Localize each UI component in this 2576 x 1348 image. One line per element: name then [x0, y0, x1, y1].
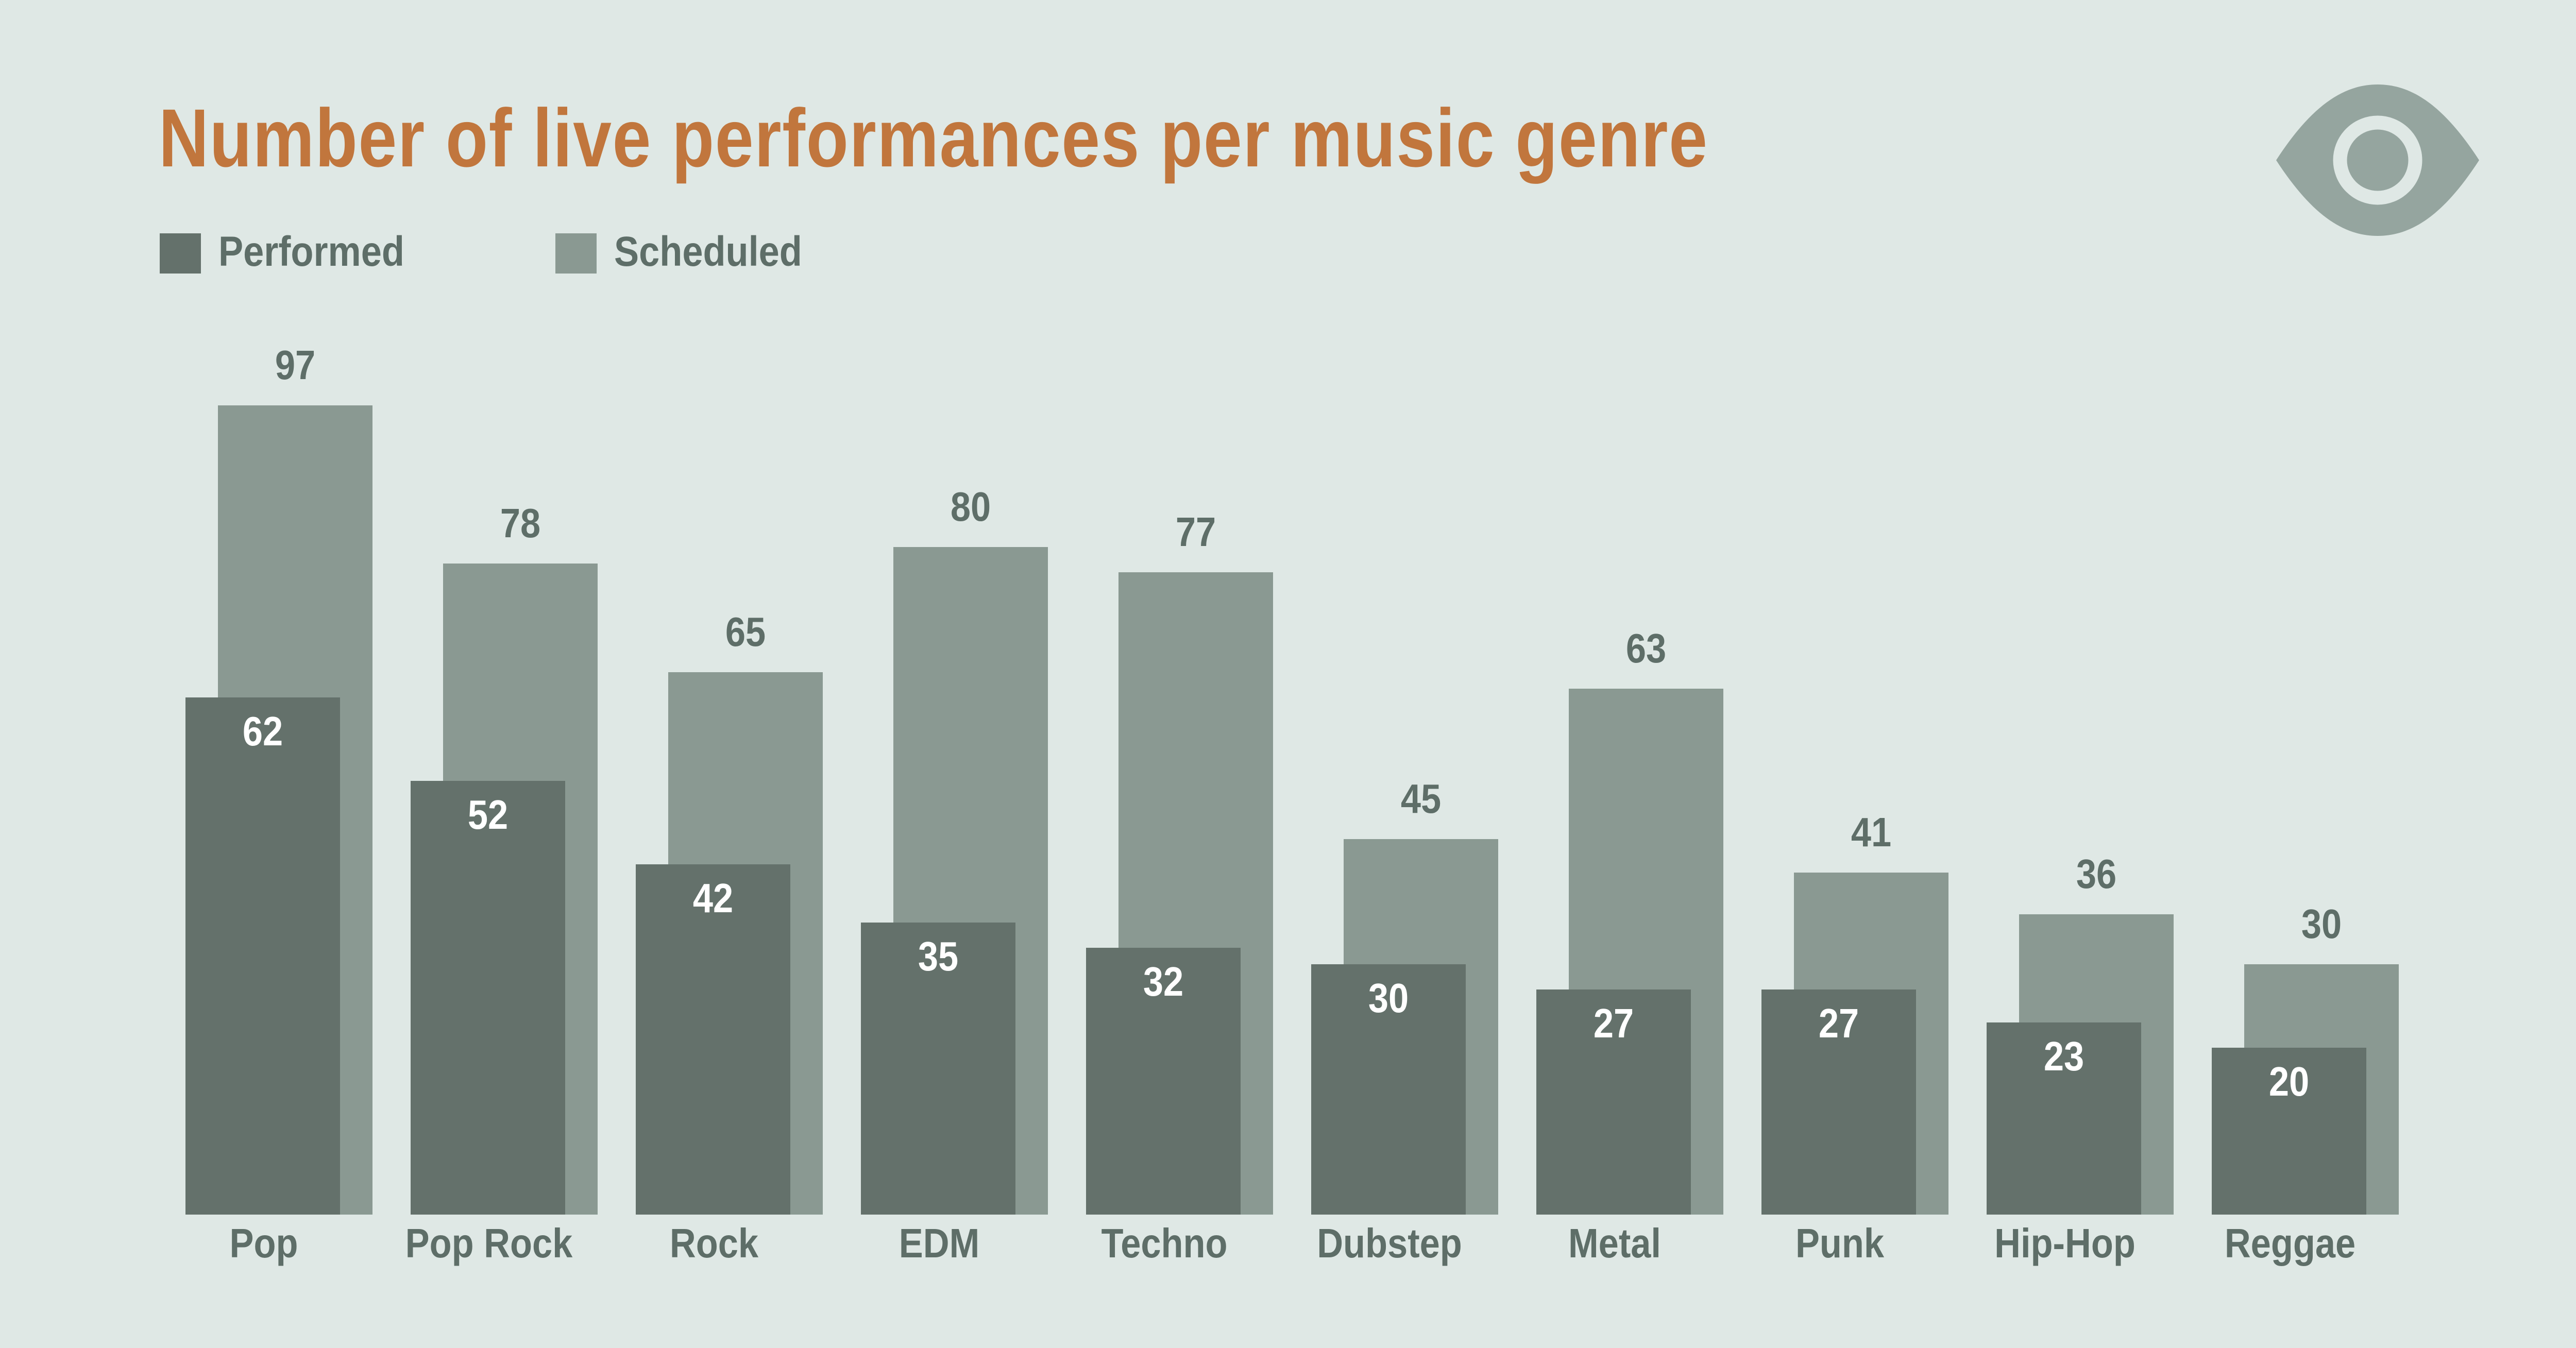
scheduled-value-label: 77	[1175, 509, 1216, 555]
performed-value-label: 62	[242, 708, 283, 754]
legend-label-performed: Performed	[218, 228, 404, 275]
scheduled-value-label: 97	[275, 342, 316, 388]
performed-bar	[185, 697, 340, 1215]
scheduled-value-label: 36	[2076, 851, 2117, 897]
performed-value-label: 27	[1593, 1000, 1634, 1046]
performed-bar	[1086, 948, 1241, 1215]
category-label: EDM	[899, 1220, 980, 1266]
scheduled-value-label: 80	[950, 484, 991, 530]
performed-bar	[411, 781, 565, 1215]
category-label: Techno	[1101, 1220, 1228, 1266]
performed-bar	[1987, 1022, 2141, 1215]
scheduled-value-label: 45	[1400, 776, 1442, 822]
legend-swatch-scheduled	[555, 233, 597, 274]
performed-bar	[636, 864, 790, 1215]
performed-value-label: 20	[2268, 1059, 2310, 1104]
performed-value-label: 23	[2043, 1033, 2084, 1079]
eye-icon	[2276, 84, 2479, 236]
page-title: Number of live performances per music ge…	[159, 92, 1708, 184]
performed-bar	[1311, 964, 1466, 1215]
scheduled-value-label: 30	[2301, 901, 2342, 947]
legend-label-scheduled: Scheduled	[614, 228, 802, 275]
category-label: Pop Rock	[405, 1220, 573, 1266]
performed-bar	[1761, 989, 1916, 1215]
scheduled-value-label: 65	[725, 609, 766, 655]
category-label: Rock	[669, 1220, 759, 1266]
legend-swatch-performed	[160, 233, 201, 274]
category-label: Metal	[1568, 1220, 1661, 1266]
category-label: Dubstep	[1317, 1220, 1462, 1266]
performed-bar	[2212, 1048, 2366, 1215]
scheduled-value-label: 78	[500, 500, 541, 546]
category-label: Pop	[229, 1220, 298, 1266]
scheduled-value-label: 41	[1851, 809, 1892, 855]
performed-bar	[1536, 989, 1691, 1215]
performed-value-label: 32	[1143, 959, 1184, 1004]
category-label: Reggae	[2224, 1220, 2356, 1266]
scheduled-value-label: 63	[1625, 625, 1667, 671]
category-label: Punk	[1795, 1220, 1885, 1266]
performed-value-label: 35	[918, 933, 959, 979]
performed-value-label: 42	[692, 875, 734, 921]
performed-value-label: 27	[1818, 1000, 1859, 1046]
performed-value-label: 52	[467, 792, 509, 838]
performed-value-label: 30	[1368, 975, 1409, 1021]
category-label: Hip-Hop	[1994, 1220, 2136, 1266]
performed-bar	[861, 923, 1015, 1215]
